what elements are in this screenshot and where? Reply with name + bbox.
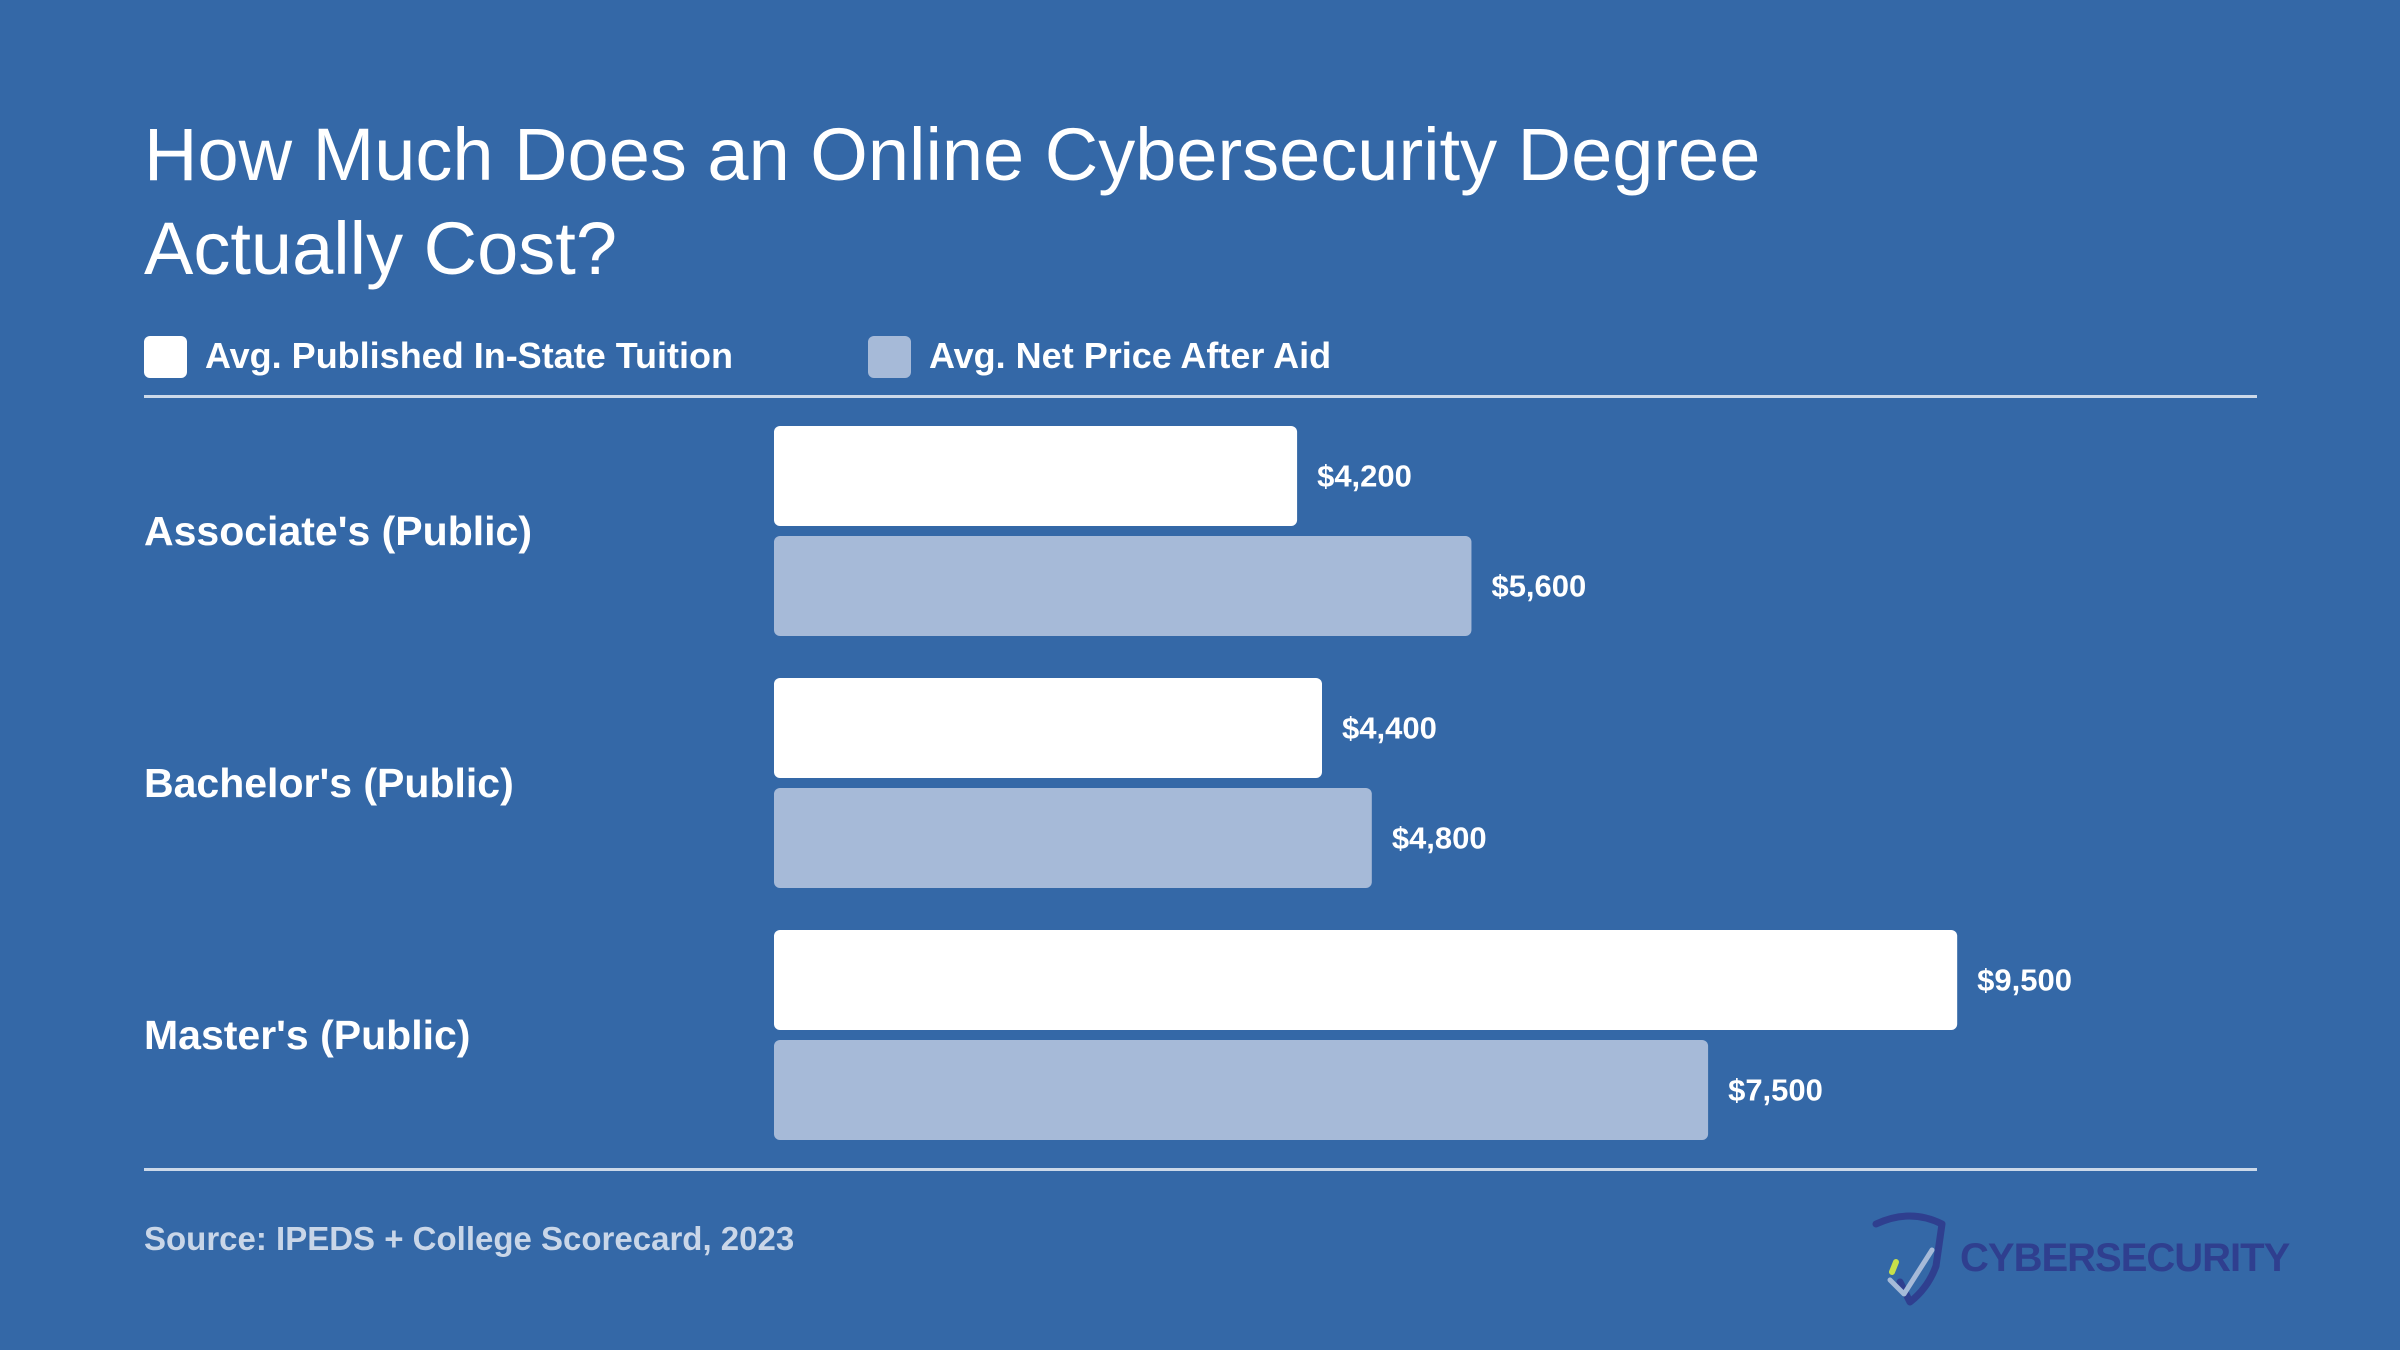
value-label-bachelors-tuition: $4,400 — [1342, 711, 1437, 746]
category-label-associates: Associate's (Public) — [144, 508, 532, 554]
legend-swatch-net-price — [868, 336, 911, 378]
legend-swatch-tuition — [144, 336, 187, 378]
value-label-associates-net-price: $5,600 — [1491, 569, 1586, 604]
bar-associates-net-price — [774, 536, 1472, 636]
legend-label-tuition: Avg. Published In-State Tuition — [205, 335, 733, 376]
category-label-bachelors: Bachelor's (Public) — [144, 760, 514, 806]
category-label-masters: Master's (Public) — [144, 1012, 470, 1058]
bar-masters-net-price — [774, 1040, 1709, 1140]
bar-bachelors-net-price — [774, 788, 1372, 888]
shield-icon — [1872, 1212, 1946, 1306]
bar-bachelors-tuition — [774, 678, 1322, 778]
value-label-masters-net-price: $7,500 — [1728, 1073, 1823, 1108]
source-note: Source: IPEDS + College Scorecard, 2023 — [144, 1220, 795, 1257]
value-label-bachelors-net-price: $4,800 — [1392, 821, 1487, 856]
legend-label-net-price: Avg. Net Price After Aid — [929, 335, 1332, 376]
value-label-masters-tuition: $9,500 — [1977, 963, 2072, 998]
title-line-1: How Much Does an Online Cybersecurity De… — [144, 113, 1761, 196]
title-line-2: Actually Cost? — [144, 207, 617, 290]
bar-masters-tuition — [774, 930, 1958, 1030]
bottom-divider — [144, 1168, 2257, 1171]
value-label-associates-tuition: $4,200 — [1317, 459, 1412, 494]
chart-title: How Much Does an Online Cybersecurity De… — [144, 108, 2044, 296]
top-divider — [144, 395, 2257, 398]
cybersecurity-logo: CYBERSECURITY — [1870, 1210, 2290, 1306]
bar-associates-tuition — [774, 426, 1298, 526]
logo-text: CYBERSECURITY — [1960, 1236, 2290, 1280]
